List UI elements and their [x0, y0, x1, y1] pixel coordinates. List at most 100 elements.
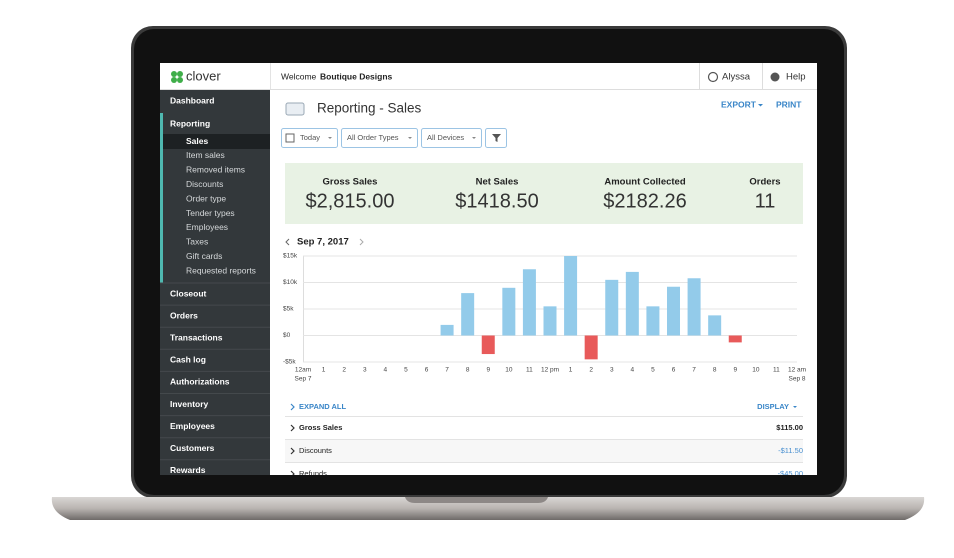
chevron[interactable]	[290, 424, 295, 432]
y-tick-label: $0	[283, 332, 291, 339]
x-tick-label: 10	[752, 367, 760, 374]
dropdown-caret	[793, 406, 797, 408]
x-tick-label: 7	[445, 367, 449, 374]
row-value: -$45.00	[778, 469, 803, 478]
row-label: Discounts	[299, 446, 332, 455]
nav-item[interactable]: Transactions	[170, 332, 223, 342]
filter-button[interactable]	[281, 128, 338, 148]
dropdown-caret	[472, 137, 476, 139]
page-title: Reporting - Sales	[317, 101, 422, 116]
nav-subitem[interactable]: Gift cards	[186, 251, 222, 261]
nav-subitem[interactable]: Removed items	[186, 165, 245, 175]
x-tick-label: 4	[631, 367, 635, 374]
chart-date: Sep 7, 2017	[297, 237, 349, 248]
y-tick-label: -$5k	[283, 359, 296, 366]
prev-arrow[interactable]	[285, 238, 290, 246]
nav-item[interactable]: Closeout	[170, 288, 207, 298]
summary-label: Net Sales	[476, 177, 519, 188]
welcome: Welcome	[281, 71, 317, 81]
x-tick-label: 5	[404, 367, 408, 374]
chevron	[290, 403, 295, 411]
action[interactable]: EXPORT	[721, 99, 757, 109]
action[interactable]: PRINT	[776, 99, 802, 109]
summary-value: $2,815.00	[306, 190, 395, 212]
nav-subitem[interactable]: Discounts	[186, 179, 223, 189]
nav-subitem[interactable]: Order type	[186, 193, 226, 203]
nav-item[interactable]: Reporting	[170, 118, 210, 128]
nav-subitem[interactable]: Sales	[186, 136, 208, 146]
nav-item[interactable]: Employees	[170, 421, 215, 431]
summary-label: Orders	[749, 177, 780, 188]
nav-item[interactable]: Rewards	[170, 465, 206, 475]
x-tick-label: 11	[773, 367, 780, 374]
x-tick-label: 12am	[295, 367, 311, 374]
next-arrow[interactable]	[359, 238, 364, 246]
summary-value: 11	[755, 190, 776, 212]
bar	[708, 315, 722, 336]
nav-subitem[interactable]: Tender types	[186, 208, 235, 218]
nav-subitem[interactable]: Employees	[186, 222, 228, 232]
chevron[interactable]	[290, 470, 295, 477]
nav-item[interactable]: Orders	[170, 310, 198, 320]
x-tick-label: 8	[713, 367, 717, 374]
business-name: Boutique Designs	[320, 71, 393, 81]
nav-item[interactable]: Authorizations	[170, 377, 230, 387]
nav-item[interactable]: Cash log	[170, 355, 206, 365]
bar	[440, 324, 454, 336]
summary-value: $1418.50	[455, 190, 538, 212]
user-name[interactable]: Alyssa	[722, 72, 751, 83]
x-tick-label: 11	[526, 367, 533, 374]
x-tick-label: 10	[505, 367, 513, 374]
bar	[687, 278, 701, 336]
filter-button[interactable]	[421, 128, 482, 148]
summary-label: Amount Collected	[604, 177, 685, 188]
active-item-bg	[163, 134, 270, 149]
x-tick-label: 12 am	[788, 367, 806, 374]
filter-label: All Devices	[427, 133, 464, 142]
dropdown-caret	[758, 104, 763, 107]
bar	[543, 306, 557, 336]
laptop-notch	[405, 497, 548, 503]
summary-label: Gross Sales	[323, 177, 378, 188]
bar	[646, 306, 660, 336]
nav-item[interactable]: Dashboard	[170, 95, 214, 105]
nav-subitem[interactable]: Requested reports	[186, 265, 256, 275]
filter-button[interactable]	[341, 128, 418, 148]
bar	[605, 279, 619, 336]
calendar-icon	[285, 133, 295, 143]
x-tick-label: 4	[384, 367, 388, 374]
nav-item[interactable]: Inventory	[170, 399, 209, 409]
nav-item[interactable]: Customers	[170, 443, 215, 453]
filter-label: All Order Types	[347, 133, 399, 142]
user-icon	[707, 71, 719, 83]
nav-subitem[interactable]: Item sales	[186, 150, 225, 160]
filter-label: Today	[300, 133, 320, 142]
dropdown-caret	[408, 137, 412, 139]
chevron[interactable]	[290, 447, 295, 455]
active-section-bar	[160, 113, 163, 283]
bar	[584, 335, 598, 360]
nav-subitem[interactable]: Taxes	[186, 237, 208, 247]
x-tick-label: 9	[733, 367, 737, 374]
bar	[667, 286, 680, 336]
row-label: Refunds	[299, 469, 327, 478]
help[interactable]: Help	[786, 72, 806, 83]
display-menu[interactable]: DISPLAY	[757, 402, 789, 411]
x-tick-label: 3	[363, 367, 367, 374]
x-tick-label: 1	[569, 367, 573, 374]
bar	[461, 293, 475, 336]
bar	[625, 271, 639, 336]
bar	[522, 269, 536, 336]
x-tick-label: 8	[466, 367, 470, 374]
expand-all[interactable]: EXPAND ALL	[299, 402, 347, 411]
bar	[502, 287, 516, 336]
y-tick-label: $5k	[283, 306, 294, 313]
screen: clover Welcome Boutique Designs Alyssa Help D…	[160, 63, 817, 478]
logo-text: clover	[186, 68, 221, 83]
clover-icon	[171, 71, 183, 83]
row-value: -$11.50	[778, 446, 803, 455]
help-icon	[770, 72, 780, 82]
x-tick-label: 3	[610, 367, 614, 374]
x-tick-sublabel: Sep 7	[295, 376, 312, 383]
report-icon	[285, 102, 305, 116]
